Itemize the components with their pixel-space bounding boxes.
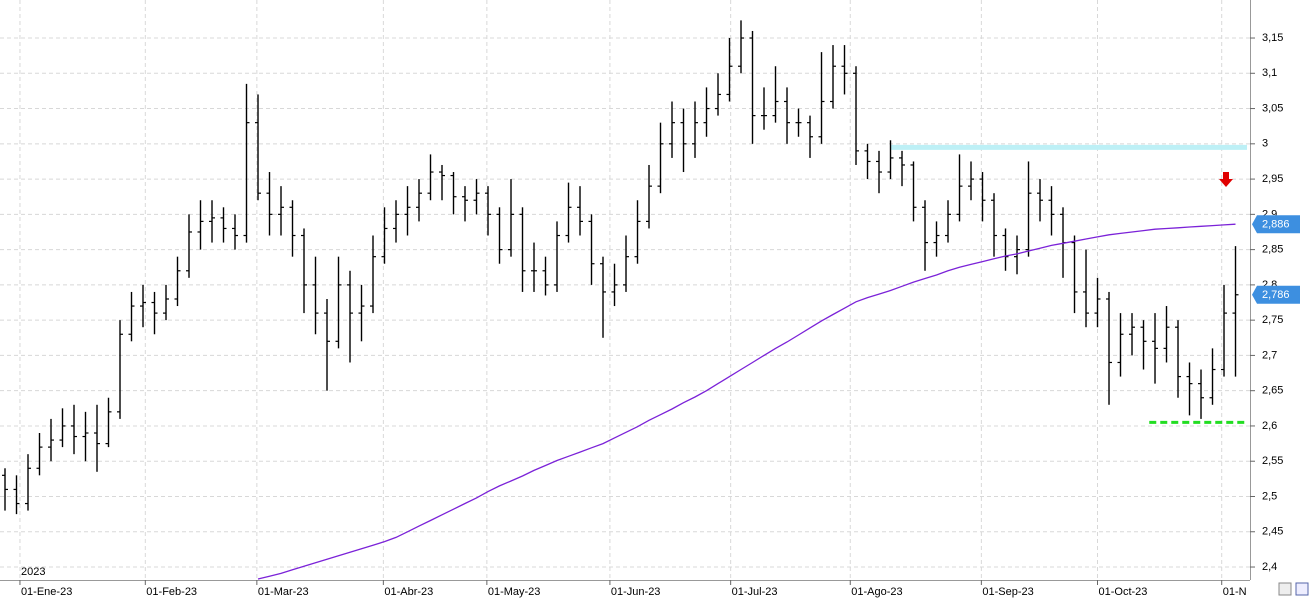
y-tick-label: 3,1 [1262, 67, 1277, 79]
save-button[interactable] [1295, 582, 1309, 596]
plot [2, 20, 1248, 580]
y-tick-label: 2,85 [1262, 244, 1283, 256]
price-badge [1252, 215, 1300, 234]
y-tick-label: 2,6 [1262, 420, 1277, 432]
year-label: 2023 [21, 566, 45, 578]
axes: 2,42,452,52,552,62,652,72,752,82,852,92,… [19, 32, 1300, 598]
x-tick-label: 01-Sep-23 [982, 586, 1033, 598]
y-tick-label: 2,5 [1262, 490, 1277, 502]
x-tick-label: 01-Jun-23 [611, 586, 661, 598]
y-tick-label: 2,7 [1262, 349, 1277, 361]
x-tick-label: 01-Mar-23 [258, 586, 309, 598]
x-tick-label: 01-Jul-23 [732, 586, 778, 598]
x-tick-label: 01-Feb-23 [146, 586, 197, 598]
button[interactable] [1278, 582, 1292, 596]
x-tick-label: 01-Ene-23 [21, 586, 72, 598]
y-tick-label: 3,05 [1262, 102, 1283, 114]
y-tick-label: 2,55 [1262, 455, 1283, 467]
grid [0, 0, 1250, 580]
moving-average-line [257, 223, 1236, 580]
y-tick-label: 2,75 [1262, 314, 1283, 326]
y-tick-label: 2,65 [1262, 385, 1283, 397]
y-tick-label: 2,4 [1262, 561, 1277, 573]
x-tick-label: 01-Ago-23 [851, 586, 902, 598]
x-tick-label: 01-May-23 [488, 586, 541, 598]
price-badge-label: 2,886 [1262, 219, 1290, 231]
signal-arrow [1219, 172, 1233, 187]
price-badge [1252, 285, 1300, 304]
price-badge-label: 2,786 [1262, 289, 1290, 301]
x-tick-label: 01-Oct-23 [1099, 586, 1148, 598]
y-tick-label: 2,45 [1262, 526, 1283, 538]
y-tick-label: 3 [1262, 138, 1268, 150]
x-tick-label: 01-Abr-23 [384, 586, 433, 598]
x-tick-label: 01-N [1223, 586, 1247, 598]
y-tick-label: 3,15 [1262, 32, 1283, 44]
y-tick-label: 2,95 [1262, 173, 1283, 185]
